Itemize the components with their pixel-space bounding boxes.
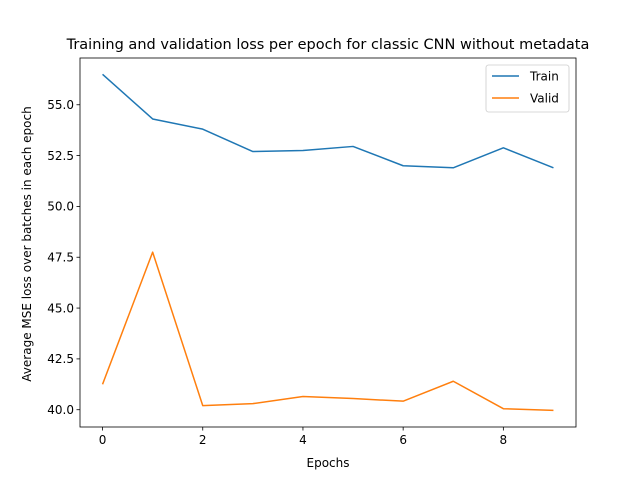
legend-label: Train [529,69,559,83]
y-tick-label: 55.0 [47,98,74,112]
x-tick-label: 0 [99,433,107,447]
y-tick-label: 47.5 [47,251,74,265]
y-tick-label: 40.0 [47,403,74,417]
series-layer [101,73,554,412]
y-tick-label: 50.0 [47,200,74,214]
x-tick-label: 8 [500,433,508,447]
x-tick-label: 6 [399,433,407,447]
plot-frame [79,57,577,428]
y-axis-label: Average MSE loss over batches in each ep… [20,106,34,381]
plot-area [79,57,577,428]
y-axis: 40.0 42.5 45.0 47.5 50.0 52.5 55.0 [47,98,80,417]
series-line-train [102,73,554,169]
x-axis-label: Epochs [307,456,350,470]
x-tick-label: 2 [199,433,207,447]
y-tick-label: 52.5 [47,149,74,163]
y-tick-label: 42.5 [47,352,74,366]
legend: Train Valid [485,64,570,113]
legend-label: Valid [530,91,559,105]
x-axis: 0 2 4 6 8 [99,427,507,447]
x-tick-label: 4 [299,433,307,447]
chart-title: Training and validation loss per epoch f… [66,37,590,53]
series-line-valid [101,251,554,412]
y-tick-label: 45.0 [47,301,74,315]
